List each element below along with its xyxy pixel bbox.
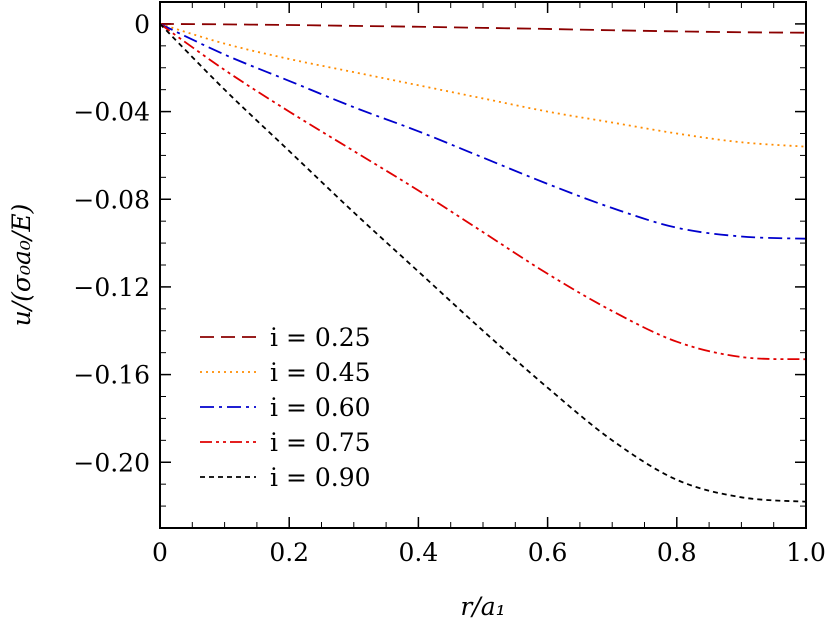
series-line-075	[159, 23, 807, 361]
series-line-045	[159, 23, 807, 148]
major-ticks	[159, 2, 807, 528]
y-axis-label: u/(σ₀a₀/E)	[7, 204, 36, 327]
legend: i = 0.25 i = 0.45 i = 0.60 i = 0.75 i = 0.90	[200, 323, 371, 492]
series-line-090	[159, 23, 807, 503]
x-tick-label: 0.8	[657, 538, 697, 567]
y-tick-label: −0.04	[73, 98, 150, 127]
legend-label: i = 0.90	[270, 463, 371, 492]
x-tick-label: 1.0	[786, 538, 826, 567]
legend-label: i = 0.60	[270, 393, 371, 422]
y-tick-label: −0.20	[73, 448, 150, 477]
x-tick-label: 0.2	[269, 538, 309, 567]
y-tick-label: −0.08	[73, 185, 150, 214]
series-lines	[159, 23, 807, 503]
y-tick-label: 0	[134, 10, 150, 39]
minor-ticks	[159, 1, 807, 529]
x-tick-label: 0	[152, 538, 168, 567]
x-tick-label: 0.6	[528, 538, 568, 567]
legend-label: i = 0.45	[270, 358, 371, 387]
y-tick-label: −0.12	[73, 273, 150, 302]
legend-label: i = 0.75	[270, 428, 371, 457]
series-line-060	[159, 23, 807, 240]
legend-label: i = 0.25	[270, 323, 371, 352]
y-tick-label: −0.16	[73, 361, 150, 390]
x-axis-label: r/a₁	[460, 592, 505, 621]
x-tick-labels: 0 0.2 0.4 0.6 0.8 1.0	[152, 538, 826, 567]
series-line-025	[159, 23, 807, 34]
plot-frame	[159, 1, 807, 529]
y-tick-labels: 0 −0.04 −0.08 −0.12 −0.16 −0.20	[73, 10, 150, 477]
x-tick-label: 0.4	[399, 538, 439, 567]
